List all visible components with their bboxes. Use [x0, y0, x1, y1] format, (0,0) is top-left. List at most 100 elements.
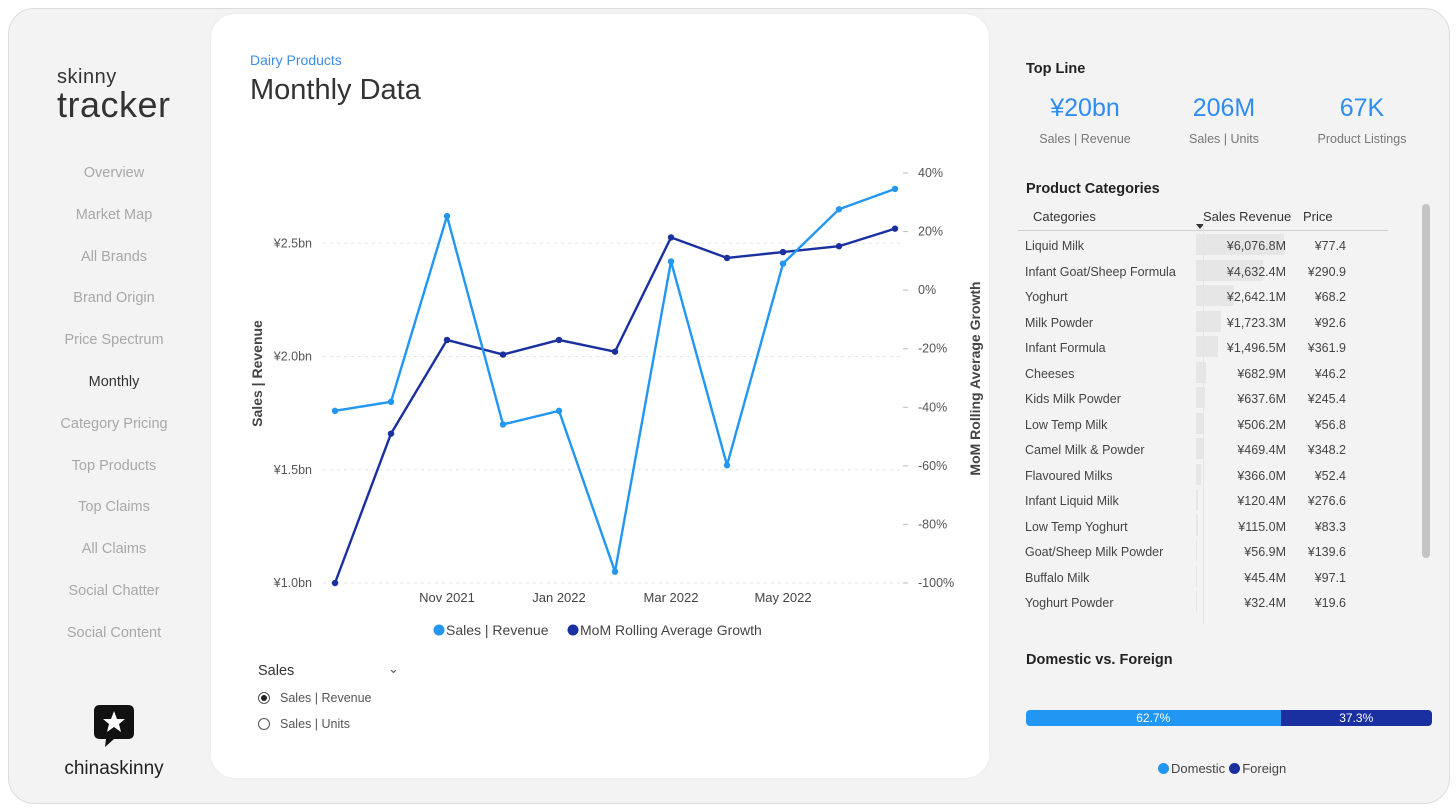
row-revenue: ¥4,632.4M [1226, 264, 1286, 279]
breadcrumb[interactable]: Dairy Products [250, 52, 342, 68]
table-row[interactable]: Flavoured Milks ¥366.0M ¥52.4 [1018, 461, 1388, 487]
row-revenue: ¥115.0M [1238, 519, 1286, 534]
revenue-series-point [667, 258, 675, 265]
row-revenue-bar [1196, 565, 1197, 587]
sidebar-item-market-map[interactable]: Market Map [75, 206, 153, 223]
table-row[interactable]: Liquid Milk ¥6,076.8M ¥77.4 [1018, 231, 1388, 257]
table-row[interactable]: Yoghurt ¥2,642.1M ¥68.2 [1018, 282, 1388, 308]
growth-series-point [443, 336, 451, 344]
row-price: ¥139.6 [1307, 545, 1346, 559]
table-row[interactable]: Infant Liquid Milk ¥120.4M ¥276.6 [1018, 486, 1388, 512]
table-scrollbar[interactable] [1422, 204, 1430, 558]
logo-text: chinaskinny [64, 758, 164, 779]
product-categories-table: Categories Sales Revenue Price Liquid Mi… [1018, 200, 1388, 614]
kpi-listings-value: 67K [1339, 94, 1385, 122]
chart-legend[interactable]: Sales | Revenue MoM Rolling Average Growt… [433, 622, 762, 638]
sidebar-item-monthly[interactable]: Monthly [88, 373, 140, 390]
row-category: Kids Milk Powder [1025, 392, 1121, 406]
row-revenue-bar [1196, 489, 1198, 510]
growth-series-point [723, 254, 731, 262]
row-price: ¥97.1 [1314, 570, 1346, 585]
sort-desc-icon[interactable] [1196, 224, 1204, 229]
sidebar-item-social-content[interactable]: Social Content [66, 624, 162, 641]
sidebar-item-top-claims[interactable]: Top Claims [78, 499, 150, 516]
table-row[interactable]: Yoghurt Powder ¥32.4M ¥19.6 [1018, 588, 1388, 614]
row-category: Flavoured Milks [1025, 468, 1113, 483]
sidebar-item-price-spectrum[interactable]: Price Spectrum [64, 332, 164, 349]
row-price: ¥92.6 [1314, 315, 1346, 330]
radio-option-units[interactable]: Sales | Units [258, 717, 418, 731]
x-tick-label: Jan 2022 [532, 590, 586, 605]
radio-revenue[interactable] [258, 692, 270, 704]
row-price: ¥46.2 [1314, 366, 1346, 381]
row-category: Buffalo Milk [1025, 570, 1090, 585]
domestic-foreign-title: Domestic vs. Foreign [1026, 652, 1173, 668]
revenue-series-point [555, 407, 563, 415]
table-row[interactable]: Cheeses ¥682.9M ¥46.2 [1018, 359, 1388, 385]
col-header-categories[interactable]: Categories [1033, 209, 1096, 224]
y-right-tick-label: -60% [918, 459, 947, 473]
row-revenue: ¥45.4M [1244, 570, 1286, 585]
col-header-price[interactable]: Price [1303, 209, 1333, 224]
domestic-foreign-bar[interactable]: 62.7% 37.3% [1026, 710, 1432, 726]
y-right-tick-label: 0% [918, 283, 936, 297]
legend-label-domestic[interactable]: Domestic [1171, 761, 1226, 776]
sidebar-item-social-chatter[interactable]: Social Chatter [68, 582, 160, 599]
row-category: Cheeses [1025, 366, 1075, 381]
growth-series-point [387, 430, 395, 437]
chevron-down-icon[interactable]: ⌄ [388, 661, 399, 676]
row-category: Yoghurt [1025, 290, 1068, 304]
table-row[interactable]: Infant Formula ¥1,496.5M ¥361.9 [1018, 333, 1388, 359]
table-row[interactable]: Buffalo Milk ¥45.4M ¥97.1 [1018, 563, 1388, 589]
revenue-series-point [779, 260, 787, 267]
legend-label-foreign[interactable]: Foreign [1242, 761, 1287, 776]
table-row[interactable]: Low Temp Yoghurt ¥115.0M ¥83.3 [1018, 512, 1388, 538]
sidebar-item-category-pricing[interactable]: Category Pricing [60, 415, 168, 432]
revenue-series-line [334, 187, 896, 573]
domestic-segment[interactable]: 62.7% [1026, 710, 1281, 726]
sidebar-item-brand-origin[interactable]: Brand Origin [73, 290, 155, 307]
table-row[interactable]: Camel Milk & Powder ¥469.4M ¥348.2 [1018, 435, 1388, 461]
domestic-percent-label: 62.7% [1136, 711, 1171, 725]
y-left-tick-label: ¥1.5bn [273, 463, 312, 477]
table-row[interactable]: Infant Goat/Sheep Formula ¥4,632.4M ¥290.9 [1018, 257, 1388, 283]
table-row[interactable]: Kids Milk Powder ¥637.6M ¥245.4 [1018, 384, 1388, 410]
sidebar-item-top-products[interactable]: Top Products [71, 457, 157, 474]
row-revenue-bar [1196, 361, 1206, 383]
row-revenue: ¥120.4M [1237, 494, 1286, 508]
sales-selector[interactable]: Sales ⌄ Sales | Revenue Sales | Units [258, 661, 418, 731]
growth-series-point [555, 336, 563, 344]
company-logo[interactable]: chinaskinny [49, 703, 179, 780]
row-revenue: ¥6,076.8M [1226, 239, 1286, 253]
top-line-title: Top Line [1026, 61, 1086, 77]
row-revenue: ¥366.0M [1237, 468, 1286, 483]
row-category: Infant Formula [1025, 341, 1106, 355]
radio-units[interactable] [258, 718, 270, 730]
revenue-series-point [331, 407, 339, 415]
row-category: Low Temp Milk [1025, 417, 1108, 432]
row-revenue: ¥2,642.1M [1226, 290, 1286, 304]
domestic-foreign-legend: Domestic Foreign [1158, 761, 1286, 776]
kpi-listings-label: Product Listings [1317, 132, 1407, 146]
sidebar-item-overview[interactable]: Overview [83, 165, 145, 181]
x-tick-label: Nov 2021 [419, 590, 475, 605]
table-row[interactable]: Goat/Sheep Milk Powder ¥56.9M ¥139.6 [1018, 537, 1388, 563]
y-right-tick-label: -100% [918, 576, 954, 590]
kpi-revenue-value: ¥20bn [1050, 94, 1120, 122]
row-revenue-bar [1196, 514, 1198, 536]
y-left-tick-label: ¥2.0bn [273, 350, 312, 364]
sidebar-item-all-claims[interactable]: All Claims [81, 541, 147, 558]
legend-label-revenue: Sales | Revenue [446, 622, 549, 638]
kpi-units-value: 206M [1192, 94, 1256, 122]
monthly-line-chart[interactable]: ¥1.0bn ¥1.5bn ¥2.0bn ¥2.5bn -100% -80% -60% -40… [211, 14, 989, 654]
brand-logo[interactable]: skinny tracker [57, 67, 171, 123]
y-right-tick-label: 20% [918, 225, 943, 239]
row-price: ¥77.4 [1314, 239, 1346, 253]
table-row[interactable]: Low Temp Milk ¥506.2M ¥56.8 [1018, 410, 1388, 436]
col-header-sales-revenue[interactable]: Sales Revenue [1203, 209, 1292, 224]
radio-option-revenue[interactable]: Sales | Revenue [258, 691, 418, 705]
foreign-segment[interactable]: 37.3% [1280, 710, 1432, 726]
table-row[interactable]: Milk Powder ¥1,723.3M ¥92.6 [1018, 308, 1388, 334]
row-revenue: ¥1,496.5M [1226, 341, 1286, 355]
sidebar-item-all-brands[interactable]: All Brands [80, 248, 148, 265]
